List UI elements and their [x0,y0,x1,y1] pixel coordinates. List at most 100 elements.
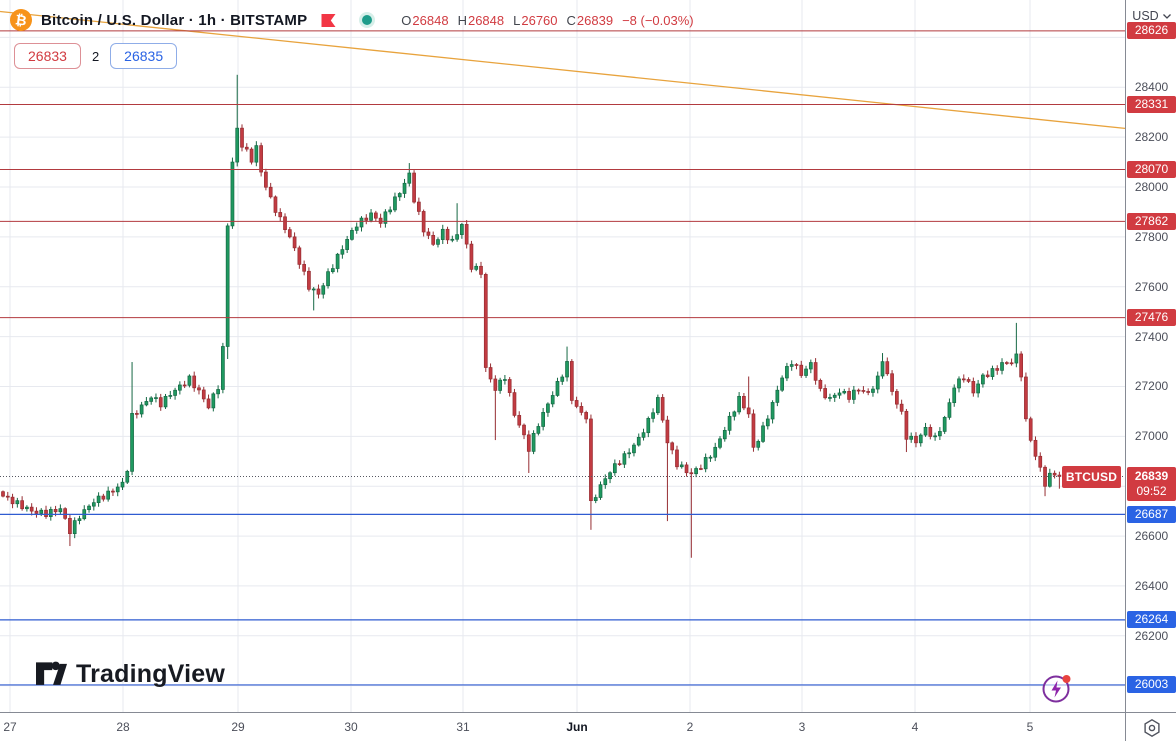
currency-label: USD [1132,9,1159,23]
candle [976,383,980,394]
close-label: C [566,12,576,28]
time-tick-label: 3 [798,720,806,734]
candle [326,271,330,287]
candle [111,490,115,493]
candle [632,444,636,454]
candle [761,425,765,442]
resistance-level-label: 28331 [1127,95,1176,113]
candle [488,367,493,380]
candle [417,201,421,212]
candle [703,457,708,470]
candle [192,375,197,389]
buy-button[interactable]: 26835 [110,43,178,69]
candle [483,274,488,368]
candle [244,146,249,150]
candle [541,412,545,427]
candle [96,495,101,504]
candle [225,225,230,347]
candle [904,410,909,440]
sell-button[interactable]: 26833 [14,43,81,69]
candle [751,413,756,448]
market-status-dot-icon[interactable] [358,11,376,29]
flag-icon[interactable] [320,13,337,28]
candle [1009,362,1014,365]
price-tick-label: 28000 [1134,179,1169,194]
high-value: 26848 [467,12,505,28]
candle [297,247,302,265]
candle [885,361,890,375]
price-axis[interactable]: USD 28400 28200 28000 27800 27600 27400 27200 2… [1125,0,1176,712]
candle [847,391,851,400]
candle [302,264,306,272]
candle [254,145,259,163]
candle [101,495,106,500]
candle [818,379,823,389]
price-tick-label: 26600 [1134,529,1169,544]
candle [1004,362,1009,364]
candle [321,285,326,295]
candle [981,374,985,385]
candle [53,509,58,513]
candle [708,456,713,459]
candle [823,388,828,399]
current-price-value: 26839 [1134,469,1169,483]
candle [918,434,923,444]
candle [622,453,627,465]
candle [221,346,225,390]
candle [397,193,402,198]
candle [455,234,459,240]
candle [134,413,139,415]
candle [20,500,24,510]
candle [1014,353,1019,364]
price-tick-label: 28200 [1134,130,1169,145]
candle [589,418,593,502]
candle [10,496,15,505]
candle [106,490,111,500]
candle [961,378,966,381]
candle [713,446,718,458]
time-axis[interactable]: 27 28 29 30 31 Jun 2 3 4 5 [0,712,1125,741]
candle [856,389,861,392]
bar-countdown: 09:52 [1136,484,1167,498]
resistance-level-label: 28626 [1127,22,1176,40]
candle [216,389,220,395]
candle [58,508,63,513]
candle [72,520,77,535]
candle [636,436,641,446]
candle [569,361,574,401]
lightning-event-icon[interactable] [1039,670,1075,706]
candle [383,211,388,224]
candle [699,468,703,470]
candle [393,196,397,211]
price-tick-label: 26400 [1134,578,1169,593]
time-tick-label: 4 [911,720,919,734]
candle [1,491,5,497]
candle [201,389,206,400]
candlestick-chart[interactable] [0,0,1125,712]
candle [732,411,737,417]
candle [1028,418,1033,441]
candle [139,404,144,415]
gear-icon[interactable] [1142,718,1162,738]
candle [718,438,722,448]
time-tick-label: 30 [344,720,358,734]
candle [264,171,268,188]
candle [154,397,158,399]
candle [861,390,866,392]
candle [756,441,761,448]
candle [479,265,483,275]
candle [598,484,603,498]
candle [503,379,507,381]
currency-selector[interactable]: USD [1126,9,1176,23]
candle [612,463,617,474]
current-price-label: 26839 09:52 [1127,467,1176,501]
candle [565,361,569,378]
resistance-level-label: 27476 [1127,309,1176,327]
candle [593,497,598,502]
tradingview-logo[interactable]: TradingView [36,659,225,689]
candle [39,509,44,514]
candle [178,384,182,391]
symbol-title[interactable]: Bitcoin / U.S. Dollar · 1h · BITSTAMP [41,11,308,29]
support-level-label: 26003 [1127,676,1176,694]
candle [507,379,512,393]
